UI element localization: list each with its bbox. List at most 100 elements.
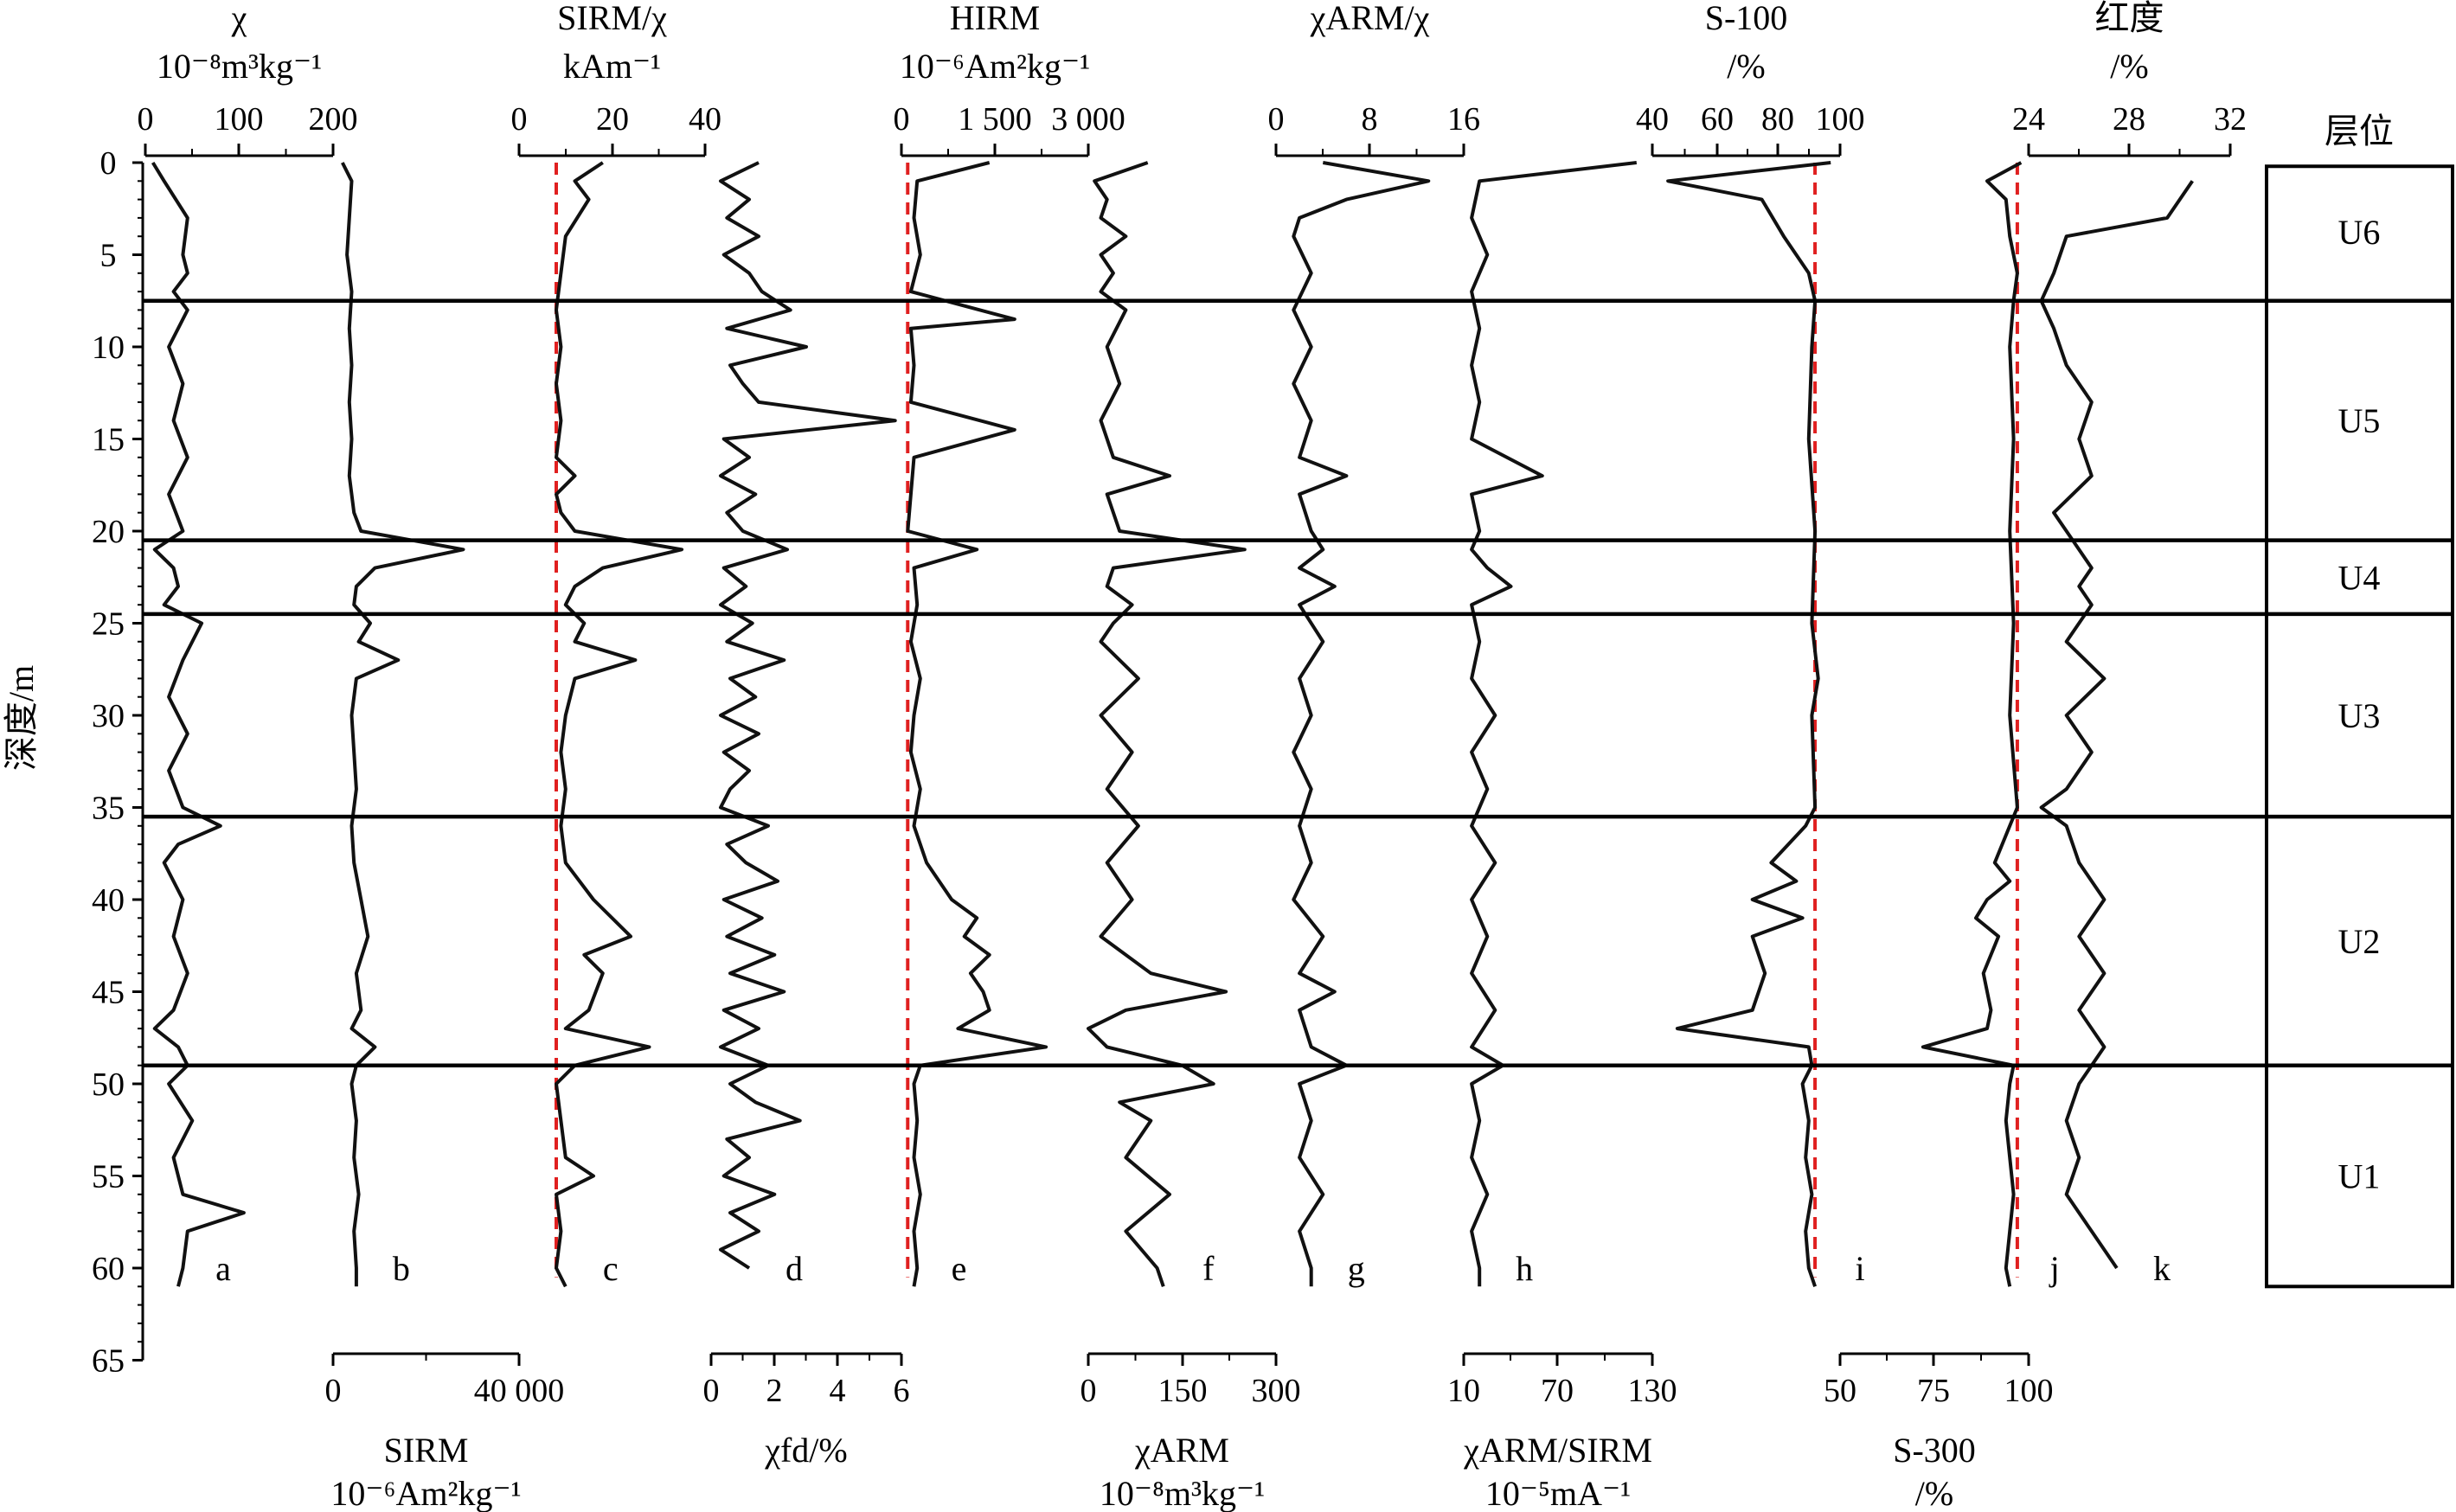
panel-title-e: HIRM bbox=[950, 0, 1040, 37]
panel-letter-e: e bbox=[952, 1249, 967, 1288]
x-tick-label-k: 24 bbox=[2012, 101, 2045, 138]
series-line-e bbox=[906, 161, 1048, 1287]
x-tick-label-e: 3 000 bbox=[1051, 101, 1125, 138]
depth-tick-label: 5 bbox=[100, 238, 117, 274]
panel-k: 24 28 32 红度 /% k bbox=[2012, 0, 2247, 1288]
depth-tick-label: 50 bbox=[92, 1067, 125, 1103]
panel-h: 10 70 130 χARM/SIRM 10⁻⁵mA⁻¹ h bbox=[1447, 161, 1677, 1512]
panel-f: 0 150 300 χARM 10⁻⁸m³kg⁻¹ f bbox=[1081, 161, 1301, 1512]
series-line-i bbox=[1666, 161, 1831, 1287]
x-tick-label-j: 100 bbox=[2004, 1373, 2054, 1409]
series-line-k bbox=[2039, 180, 2194, 1270]
panel-unit-i: /% bbox=[1727, 47, 1765, 86]
series-line-g bbox=[1292, 161, 1431, 1287]
x-tick-label-g: 8 bbox=[1362, 101, 1378, 138]
depth-tick-label: 30 bbox=[92, 698, 125, 734]
panel-title-c: SIRM/χ bbox=[557, 0, 667, 37]
series-line-j bbox=[1921, 161, 2023, 1287]
x-tick-label-a: 100 bbox=[215, 101, 264, 138]
x-tick-label-h: 70 bbox=[1541, 1373, 1574, 1409]
panel-unit-f: 10⁻⁸m³kg⁻¹ bbox=[1100, 1474, 1265, 1512]
depth-tick-label: 35 bbox=[92, 791, 125, 827]
x-tick-label-j: 50 bbox=[1824, 1373, 1856, 1409]
unit-column-title: 层位 bbox=[2325, 112, 2394, 151]
series-line-b bbox=[341, 162, 465, 1287]
panel-title-a: χ bbox=[231, 0, 247, 37]
x-tick-label-k: 32 bbox=[2214, 101, 2247, 138]
x-tick-label-a: 200 bbox=[309, 101, 358, 138]
x-tick-label-b: 40 000 bbox=[474, 1373, 565, 1409]
series-line-d bbox=[719, 161, 897, 1270]
x-tick-label-e: 0 bbox=[894, 101, 910, 138]
panel-j: 50 75 100 S-300 /% j bbox=[1824, 161, 2060, 1512]
unit-label: U1 bbox=[2338, 1157, 2381, 1196]
unit-boundaries bbox=[143, 298, 2453, 1067]
series-line-h bbox=[1470, 161, 1638, 1287]
panel-letter-f: f bbox=[1202, 1249, 1215, 1288]
unit-column-frame bbox=[2265, 164, 2454, 1289]
panel-unit-h: 10⁻⁵mA⁻¹ bbox=[1485, 1474, 1631, 1512]
depth-tick-label: 15 bbox=[92, 422, 125, 458]
depth-tick-label: 20 bbox=[92, 514, 125, 550]
x-tick-label-c: 40 bbox=[689, 101, 721, 138]
x-tick-label-i: 80 bbox=[1761, 101, 1794, 138]
series-line-c bbox=[555, 161, 684, 1288]
x-tick-label-j: 75 bbox=[1917, 1373, 1950, 1409]
panel-a: 0 100 200 χ 10⁻⁸m³kg⁻¹ a bbox=[138, 0, 358, 1288]
depth-tick-label: 45 bbox=[92, 975, 125, 1011]
panel-title-g: χARM/χ bbox=[1310, 0, 1430, 37]
x-tick-label-i: 40 bbox=[1636, 101, 1669, 138]
panel-unit-b: 10⁻⁶Am²kg⁻¹ bbox=[330, 1474, 521, 1512]
panel-letter-j: j bbox=[2049, 1249, 2060, 1288]
x-tick-label-k: 28 bbox=[2113, 101, 2145, 138]
x-tick-label-c: 0 bbox=[511, 101, 528, 138]
unit-label: U4 bbox=[2338, 558, 2381, 597]
x-tick-label-b: 0 bbox=[325, 1373, 342, 1409]
panel-title-k: 红度 bbox=[2095, 0, 2164, 37]
panel-e: 0 1 500 3 000 HIRM 10⁻⁶Am²kg⁻¹ e bbox=[894, 0, 1125, 1288]
depth-tick-label: 25 bbox=[92, 606, 125, 643]
x-tick-label-d: 6 bbox=[894, 1373, 910, 1409]
x-tick-label-h: 130 bbox=[1628, 1373, 1677, 1409]
panel-title-j: S-300 bbox=[1893, 1431, 1976, 1470]
unit-label: U6 bbox=[2338, 213, 2381, 252]
panel-unit-e: 10⁻⁶Am²kg⁻¹ bbox=[900, 47, 1090, 86]
x-tick-label-g: 0 bbox=[1268, 101, 1285, 138]
x-tick-label-e: 1 500 bbox=[958, 101, 1032, 138]
x-tick-label-i: 60 bbox=[1701, 101, 1734, 138]
depth-tick-label: 40 bbox=[92, 882, 125, 919]
x-tick-label-i: 100 bbox=[1816, 101, 1865, 138]
panel-title-b: SIRM bbox=[384, 1431, 469, 1470]
depth-tick-label: 65 bbox=[92, 1343, 125, 1380]
panel-letter-k: k bbox=[2153, 1249, 2171, 1288]
x-tick-label-g: 16 bbox=[1447, 101, 1480, 138]
x-tick-label-f: 0 bbox=[1081, 1373, 1097, 1409]
panel-letter-d: d bbox=[786, 1249, 803, 1288]
panel-c: 0 20 40 SIRM/χ kAm⁻¹ c bbox=[511, 0, 722, 1288]
x-tick-label-d: 4 bbox=[830, 1373, 846, 1409]
depth-tick-label: 0 bbox=[100, 145, 117, 182]
panel-unit-k: /% bbox=[2110, 47, 2148, 86]
series-line-f bbox=[1087, 161, 1247, 1287]
unit-label: U5 bbox=[2338, 401, 2381, 440]
panel-unit-c: kAm⁻¹ bbox=[563, 47, 661, 86]
unit-label: U2 bbox=[2338, 922, 2381, 961]
depth-axis-title: 深度/m bbox=[2, 665, 41, 771]
stratigraphic-unit-column: 层位 U6 U5 U4 U3 U2 U1 bbox=[2265, 112, 2454, 1289]
panel-letter-g: g bbox=[1348, 1249, 1365, 1288]
panel-g: 0 8 16 χARM/χ g bbox=[1268, 0, 1481, 1288]
depth-tick-label: 60 bbox=[92, 1251, 125, 1287]
x-tick-label-c: 20 bbox=[596, 101, 629, 138]
panel-i: 40 60 80 100 S-100 /% i bbox=[1636, 0, 1865, 1288]
panel-letter-c: c bbox=[603, 1249, 619, 1288]
panel-unit-a: 10⁻⁸m³kg⁻¹ bbox=[157, 47, 322, 86]
x-tick-label-d: 2 bbox=[766, 1373, 783, 1409]
panel-title-i: S-100 bbox=[1705, 0, 1788, 37]
x-tick-label-f: 300 bbox=[1252, 1373, 1301, 1409]
depth-axis: 0 5 10 15 20 25 30 35 40 45 50 55 60 65 深度/m bbox=[2, 145, 144, 1380]
depth-tick-label: 55 bbox=[92, 1159, 125, 1195]
depth-tick-label: 10 bbox=[92, 330, 125, 366]
